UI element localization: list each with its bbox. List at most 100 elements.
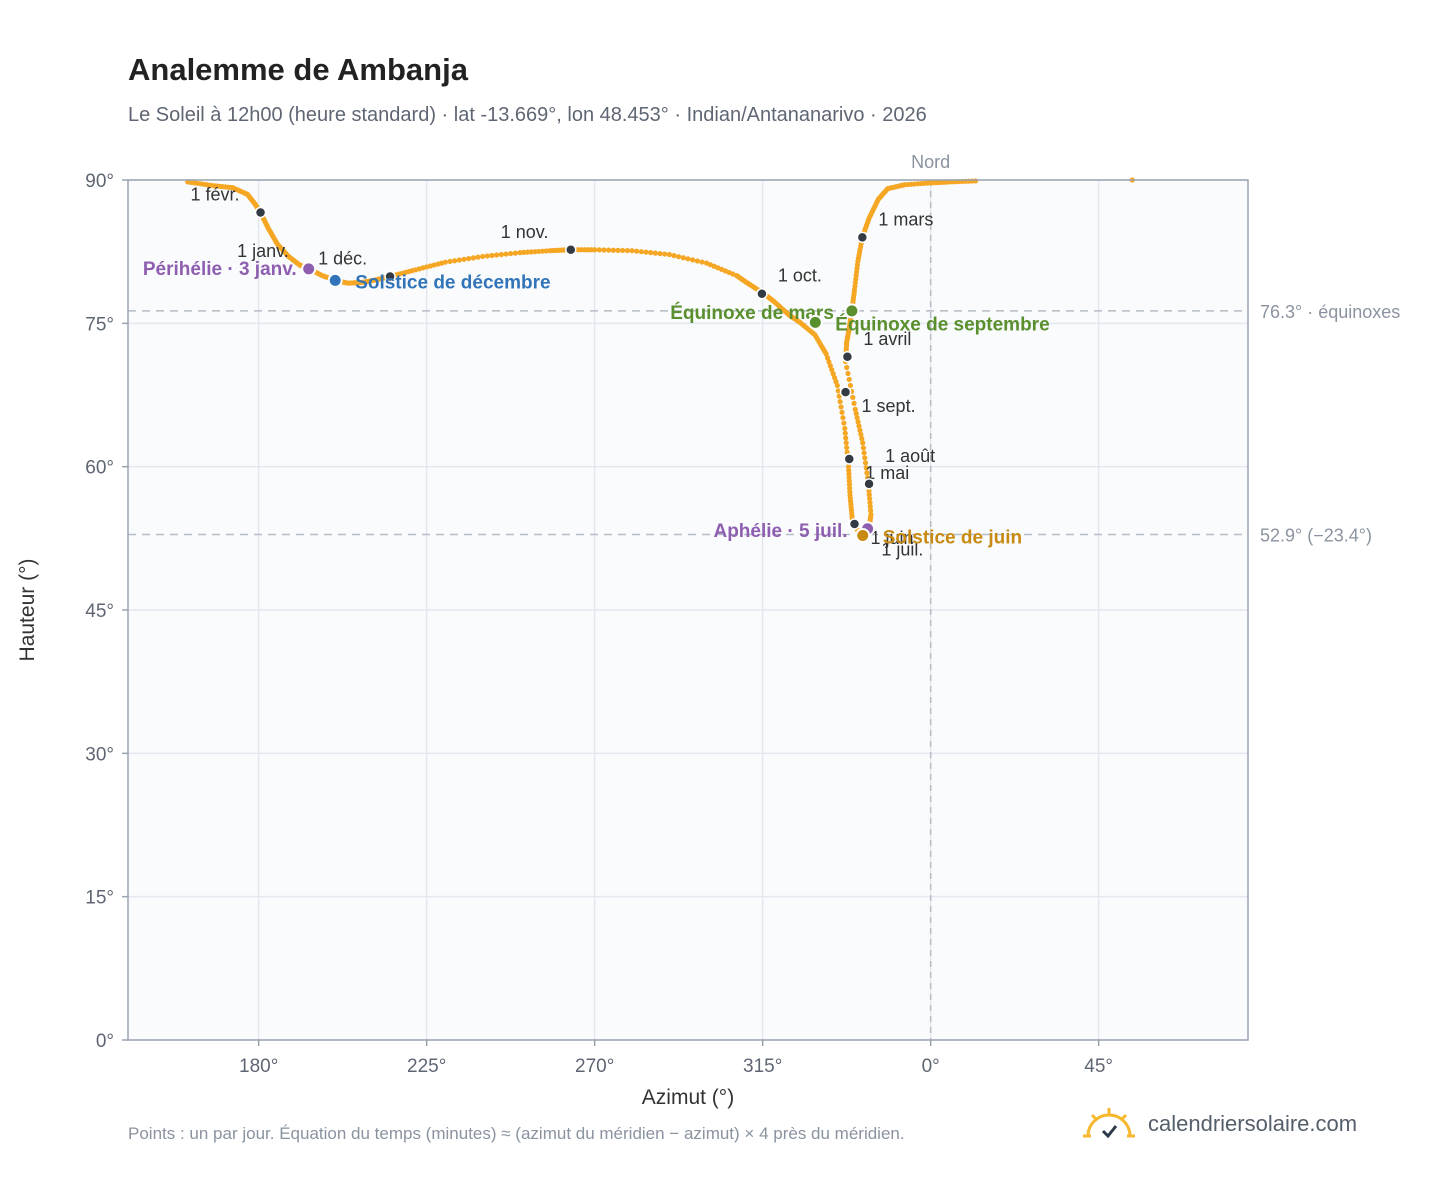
analemma-day-point	[634, 248, 640, 254]
event-marker	[855, 527, 871, 543]
analemma-day-point	[837, 398, 843, 405]
analemma-day-point	[856, 423, 862, 429]
analemma-day-point	[867, 496, 873, 502]
x-tick-label: 45°	[1084, 1056, 1113, 1077]
month-marker	[863, 478, 875, 490]
y-axis-ticks: 0° 15° 30° 45° 60° 75° 90°	[85, 171, 128, 1052]
month-label: 1 sept.	[862, 396, 916, 416]
analemma-day-point	[868, 511, 874, 518]
event-label: Solstice de décembre	[355, 272, 550, 293]
y-tick-label: 0°	[96, 1031, 114, 1052]
analemma-day-point	[508, 250, 514, 257]
analemma-day-point	[643, 249, 649, 255]
event-label: Équinoxe de septembre	[835, 313, 1049, 335]
analemma-day-point	[629, 248, 635, 254]
analemma-day-point	[834, 382, 840, 389]
x-tick-label: 180°	[239, 1056, 278, 1077]
analemma-day-point	[860, 440, 866, 446]
analemma-day-point	[680, 255, 686, 261]
analemma-day-point	[823, 351, 829, 357]
analemma-day-point	[480, 253, 486, 260]
analemma-day-point	[845, 370, 851, 377]
analemma-day-point	[606, 247, 612, 253]
chart-title: Analemme de Ambanja	[128, 52, 468, 87]
month-marker	[565, 244, 577, 256]
analemma-day-point	[826, 359, 832, 365]
month-label: 1 juil.	[881, 539, 923, 559]
analemma-day-point	[592, 247, 598, 253]
analemma-day-point	[831, 374, 838, 381]
sun-logo-icon	[1083, 1108, 1135, 1139]
analemma-day-point	[841, 420, 847, 426]
analemma-day-point	[860, 445, 867, 451]
analemma-day-point	[521, 249, 527, 255]
analemma-day-point	[844, 364, 850, 371]
month-marker	[856, 231, 869, 244]
analemma-day-point	[839, 409, 845, 415]
analemma-day-point	[842, 425, 848, 432]
analemma-day-point	[861, 450, 867, 456]
analemma-day-point	[503, 251, 509, 257]
brand[interactable]: calendriersolaire.com	[1082, 1104, 1357, 1144]
event-label: Solstice de juin	[883, 527, 1022, 548]
analemma-day-point	[539, 248, 546, 254]
month-marker	[848, 518, 861, 530]
analemma-day-point	[830, 371, 836, 377]
event-marker	[301, 261, 317, 277]
event-label: Aphélie · 5 juil.	[713, 521, 847, 542]
analemma-day-point	[857, 427, 863, 433]
month-label: 1 avril	[863, 329, 911, 349]
brand-name[interactable]: calendriersolaire.com	[1148, 1111, 1358, 1136]
analemma-day-point	[494, 252, 500, 258]
analemma-day-point	[524, 249, 531, 255]
analemma-day-point	[867, 500, 873, 506]
analemma-day-point	[512, 250, 518, 256]
event-markers: Périhélie · 3 janv. Solstice de décembre É…	[143, 259, 1050, 549]
analemma-day-point	[676, 254, 682, 260]
analemma-day-point	[833, 378, 839, 385]
analemma-day-point	[601, 247, 607, 253]
analemma-day-point	[536, 248, 542, 255]
analemma-day-point	[543, 248, 549, 254]
y-tick-label: 45°	[85, 601, 114, 622]
month-marker	[384, 270, 396, 283]
analemma-day-point	[466, 255, 472, 262]
analemma-day-point	[844, 444, 850, 451]
analemma-day-point	[484, 253, 490, 259]
analemma-day-point	[475, 254, 481, 260]
analemma-day-point	[470, 255, 476, 261]
analemma-day-point	[610, 247, 616, 253]
month-label: 1 oct.	[778, 266, 822, 286]
event-marker	[807, 314, 823, 330]
meridian-label: Nord	[911, 152, 950, 172]
analemma-day-point	[620, 247, 626, 254]
analemma-day-point	[442, 259, 448, 265]
month-label: 1 nov.	[501, 222, 549, 242]
reference-lines: Nord 76.3° · équinoxes 52.9° (−23.4°)	[128, 152, 1400, 1040]
month-label: 1 mai	[865, 463, 909, 483]
analemma-day-point	[852, 406, 858, 412]
analemma-day-point	[461, 256, 467, 262]
analemma-day-point	[528, 249, 534, 255]
event-marker	[844, 303, 860, 319]
analemma-day-point	[863, 465, 869, 471]
analemma-day-point	[851, 400, 857, 406]
y-tick-label: 75°	[85, 314, 114, 335]
analemma-day-point	[827, 363, 833, 369]
month-label: 1 févr.	[191, 184, 240, 204]
analemma-day-point	[824, 355, 831, 361]
y-tick-label: 60°	[85, 458, 114, 479]
analemma-day-point	[596, 247, 602, 253]
analemma-day-point	[829, 367, 835, 373]
month-marker	[843, 453, 856, 465]
x-axis-ticks: 180° 225° 270° 315° 0° 45°	[239, 1040, 1113, 1077]
analemma-day-point	[843, 435, 849, 441]
analemma-day-point	[452, 258, 458, 264]
month-marker	[254, 206, 267, 219]
event-marker	[327, 272, 343, 288]
chart-subtitle: Le Soleil à 12h00 (heure standard) · lat…	[128, 104, 927, 126]
month-marker	[839, 386, 852, 398]
analemma-day-point	[489, 252, 495, 259]
